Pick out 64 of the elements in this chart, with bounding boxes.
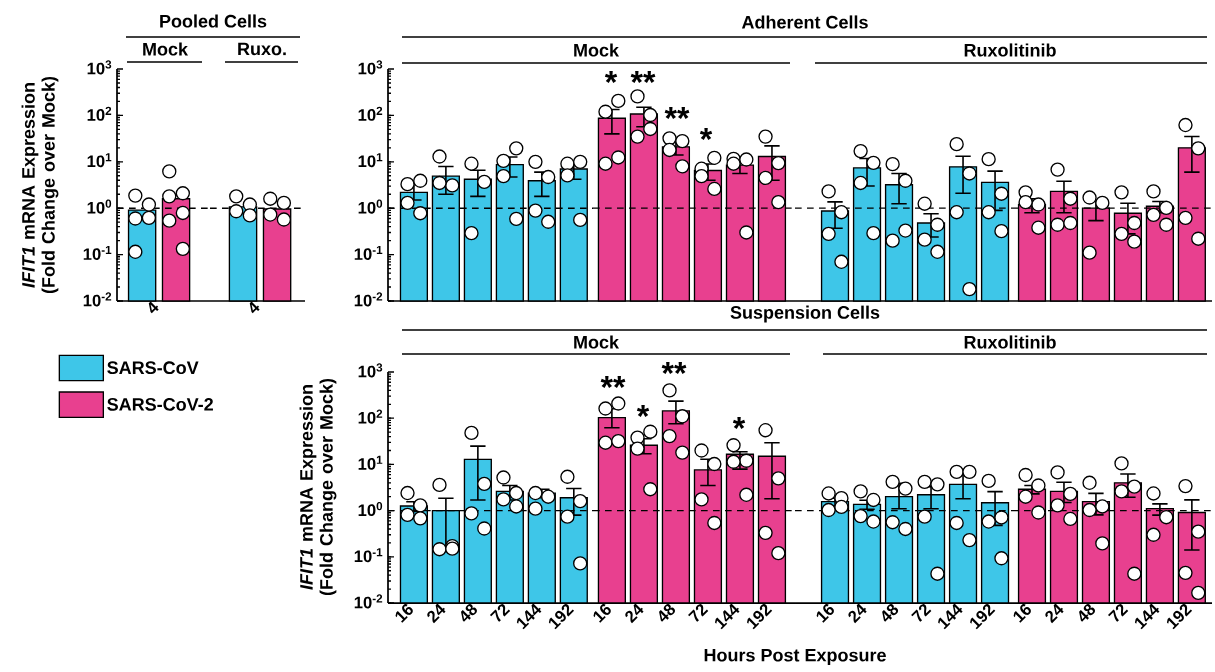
x-tick-label: 192 [548, 604, 575, 630]
annotation: ** [661, 362, 687, 374]
x-tick-label: 16 [816, 604, 834, 623]
x-tick-label: 72 [688, 604, 709, 622]
annotation: ** [630, 70, 656, 83]
chart-title: Mock [143, 42, 189, 56]
x-tick-label: 144 [715, 603, 740, 630]
y-tick-label: 10$^{0}$ [358, 501, 383, 517]
y-tick-label: 10$^{1}$ [358, 153, 383, 168]
x-tick-label: 16 [1013, 604, 1031, 623]
y-tick-label: 10$^{-1}$ [83, 246, 112, 261]
y-tick-label: 10$^{0}$ [87, 199, 112, 214]
chart-title: Mock [574, 43, 620, 57]
x-tick-label: 16 [593, 604, 611, 623]
annotation: ** [664, 106, 690, 119]
chart-title: Ruxo. [238, 42, 286, 56]
y-tick-label: 10$^{1}$ [358, 455, 383, 470]
y-tick-label: 10$^{-2}$ [354, 292, 383, 307]
y-tick-label: 10$^{3}$ [358, 363, 383, 378]
y-tick-label: 10$^{-1}$ [354, 548, 383, 563]
legend-label: SARS-CoV [107, 361, 199, 375]
x-tick-label: 24 [625, 603, 644, 624]
x-tick-label: 48 [1079, 603, 1096, 622]
x-tick-label: 16 [395, 604, 413, 623]
y-tick-label: 10$^{2}$ [358, 409, 383, 424]
x-tick-label: 48 [461, 603, 477, 622]
y-tick-label: 10$^{1}$ [87, 153, 112, 168]
chart-title: Mock [574, 335, 620, 349]
x-tick-label: 72 [489, 604, 511, 622]
y-tick-label: 10$^{-1}$ [354, 246, 383, 261]
y-tick-label: 10$^{0}$ [358, 199, 383, 214]
x-tick-label: 72 [911, 604, 932, 622]
x-tick-label: 144 [516, 603, 542, 630]
x-tick-label: 48 [882, 603, 899, 622]
annotation: * [732, 417, 746, 429]
annotation: * [699, 127, 713, 140]
y-tick-label: 10$^{3}$ [87, 60, 112, 75]
x-tick-label: 24 [848, 603, 867, 624]
x-tick-label: 24 [1045, 603, 1064, 624]
y-tick-label: 10$^{2}$ [358, 106, 383, 121]
x-tick-label: 24 [427, 603, 446, 624]
annotation: * [636, 404, 650, 417]
y-tick-label: 10$^{2}$ [87, 106, 112, 121]
x-tick-label: 72 [1108, 604, 1129, 622]
chart-title: Ruxolitinib [964, 335, 1056, 349]
x-tick-label: 48 [659, 603, 676, 622]
text: Pooled Cells [160, 14, 267, 28]
x-tick-label: 4 [148, 301, 159, 314]
y-tick-label: 10$^{-2}$ [354, 594, 383, 609]
x-tick-label: 192 [970, 604, 996, 630]
x-tick-label: 144 [1134, 603, 1160, 630]
x-axis-title: Hours Post Exposure [704, 648, 886, 666]
annotation: * [604, 70, 618, 83]
x-tick-label: 4 [249, 301, 260, 314]
text: Adherent Cells [741, 15, 868, 29]
x-tick-label: 192 [747, 604, 773, 630]
x-tick-label: 192 [1166, 604, 1193, 630]
legend-label: SARS-CoV-2 [107, 398, 213, 411]
y-tick-label: 10$^{3}$ [358, 60, 383, 75]
annotation: ** [600, 375, 626, 388]
x-tick-label: 144 [938, 603, 963, 630]
chart-title: Ruxolitinib [964, 43, 1056, 57]
y-tick-label: 10$^{-2}$ [83, 292, 112, 307]
text: Suspension Cells [730, 305, 880, 323]
